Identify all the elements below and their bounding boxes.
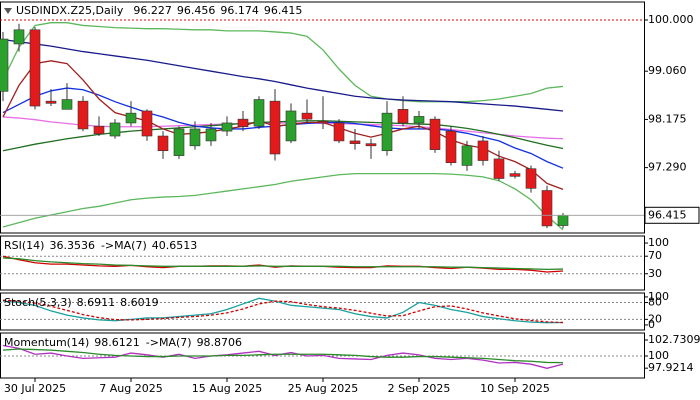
candle-body — [333, 122, 345, 142]
candle-body — [477, 140, 489, 161]
candle-body — [253, 99, 265, 127]
chart-title: USDINDX.Z25,Daily — [16, 4, 124, 17]
y-tick-label: 100 — [648, 290, 669, 303]
candle-body — [557, 214, 569, 226]
candle-body — [237, 118, 249, 128]
ohlc-value: 96.415 — [264, 4, 303, 17]
y-tick-label: 30 — [648, 267, 662, 280]
candle-body — [29, 29, 41, 107]
candle-body — [109, 122, 121, 137]
indicator-header: Momentum(14) 98.6121 ->MA(7) 98.8706 — [4, 336, 242, 349]
candle-body — [381, 112, 393, 152]
moving-average-line — [2, 172, 564, 231]
y-tick-label: 80 — [648, 296, 662, 309]
ohlc-value: 96.174 — [220, 4, 259, 17]
indicator-value: 36.3536 — [49, 239, 95, 252]
indicator-value: 8.6911 — [77, 296, 116, 309]
ohlc-value: 96.456 — [177, 4, 216, 17]
y-tick-label: 20 — [648, 312, 662, 325]
candle-body — [125, 112, 137, 124]
indicator-value: 8.6019 — [120, 296, 159, 309]
x-tick-label: 2 Sep 2025 — [388, 382, 451, 395]
indicator-line — [2, 297, 564, 324]
indicator-name: ->MA(7) — [146, 336, 192, 349]
indicator-name: Momentum(14) — [4, 336, 89, 349]
y-tick-label: 98.175 — [648, 112, 687, 125]
candle-body — [93, 125, 105, 135]
candle-body — [445, 130, 457, 164]
panel-frame — [0, 1, 645, 234]
candle-body — [365, 143, 377, 147]
moving-average-line — [2, 120, 564, 152]
indicator-line — [2, 257, 564, 271]
candle-body — [61, 99, 73, 110]
candle-body — [13, 29, 25, 45]
current-price-label: 96.415 — [648, 208, 687, 221]
y-tick-label: 100 — [648, 236, 669, 249]
candle-body — [221, 122, 233, 132]
x-tick-label: 7 Aug 2025 — [99, 382, 162, 395]
candle-body — [461, 145, 473, 166]
candle-body — [141, 110, 153, 137]
chart-header: USDINDX.Z25,Daily 96.227 96.456 96.174 96.41… — [16, 4, 302, 17]
x-tick-label: 15 Aug 2025 — [192, 382, 262, 395]
candle-body — [509, 173, 521, 177]
moving-average-line — [2, 22, 564, 103]
candle-body — [429, 118, 441, 150]
indicator-header: Stoch(5,3,3) 8.6911 8.6019 — [4, 296, 159, 309]
indicator-value: 98.6121 — [94, 336, 140, 349]
candle-body — [317, 121, 329, 124]
indicator-line — [2, 348, 564, 364]
indicator-value: 40.6513 — [152, 239, 198, 252]
indicator-name: RSI(14) — [4, 239, 44, 252]
y-tick-label: 97.290 — [648, 161, 687, 174]
y-tick-label: 70 — [648, 249, 662, 262]
indicator-name: Stoch(5,3,3) — [4, 296, 72, 309]
candle-body — [0, 38, 9, 92]
candle-body — [45, 100, 57, 104]
candle-body — [205, 128, 217, 142]
candle-body — [269, 100, 281, 155]
indicator-line — [2, 299, 564, 324]
current-price-box — [644, 206, 700, 224]
candle-body — [413, 116, 425, 124]
candle-body — [285, 110, 297, 142]
candle-body — [77, 100, 89, 130]
candle-body — [173, 128, 185, 156]
x-tick-label: 10 Sep 2025 — [480, 382, 550, 395]
candle-body — [493, 158, 505, 179]
y-tick-label: 97.9214 — [648, 361, 694, 374]
x-tick-label: 25 Aug 2025 — [288, 382, 358, 395]
candle-body — [541, 190, 553, 227]
candle-body — [157, 135, 169, 152]
candle-body — [349, 140, 361, 144]
candle-body — [189, 128, 201, 147]
indicator-value: 98.8706 — [197, 336, 243, 349]
candle-body — [397, 109, 409, 124]
candle-body — [301, 112, 313, 120]
x-tick-label: 30 Jul 2025 — [4, 382, 66, 395]
y-tick-label: 0 — [648, 318, 655, 331]
candle-body — [525, 168, 537, 189]
indicator-header: RSI(14) 36.3536 ->MA(7) 40.6513 — [4, 239, 197, 252]
y-tick-label: 99.060 — [648, 64, 687, 77]
y-tick-label: 100.000 — [648, 13, 694, 26]
ohlc-value: 96.227 — [133, 4, 172, 17]
y-tick-label: 100 — [648, 349, 669, 362]
panel-frame — [0, 235, 645, 291]
y-tick-label: 102.7309 — [648, 333, 700, 346]
moving-average-line — [2, 38, 564, 112]
collapse-icon — [4, 8, 12, 14]
panel-frame — [0, 292, 645, 331]
indicator-name: ->MA(7) — [101, 239, 147, 252]
